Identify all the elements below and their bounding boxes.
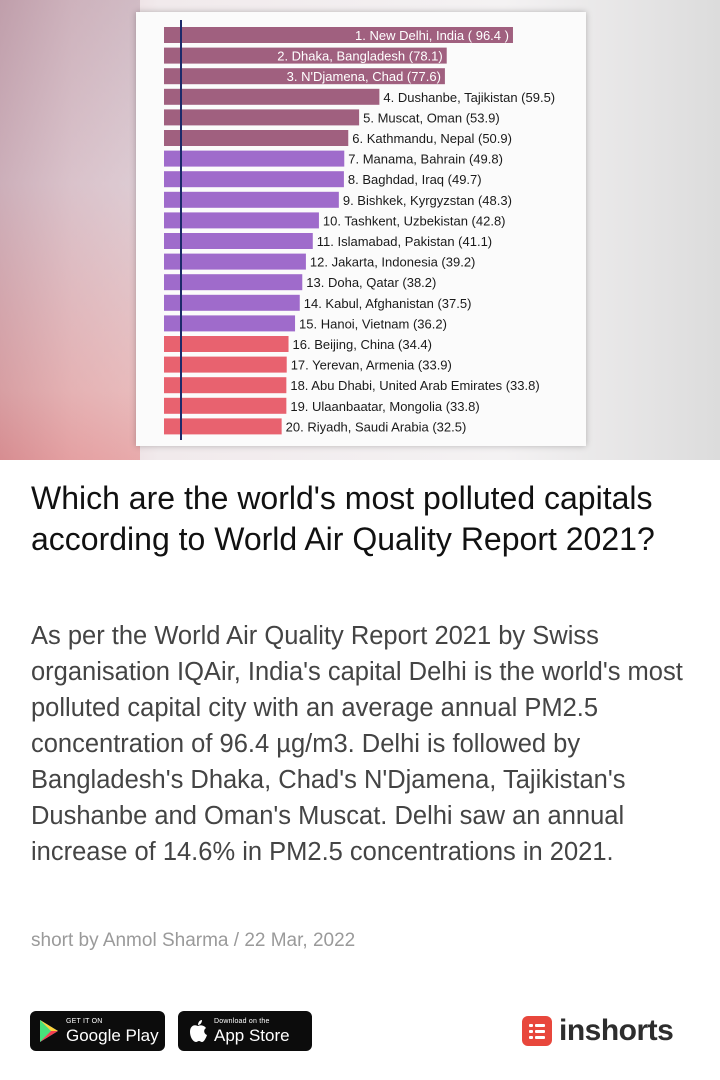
bar-label-20: 20. Riyadh, Saudi Arabia (32.5) [286, 419, 467, 434]
inshorts-logo-icon [522, 1016, 552, 1046]
bar-label-3: 3. N'Djamena, Chad (77.6) [287, 69, 441, 84]
bar-label-7: 7. Manama, Bahrain (49.8) [348, 152, 503, 167]
bar-label-2: 2. Dhaka, Bangladesh (78.1) [277, 49, 443, 64]
bar-11 [164, 233, 313, 249]
image-blur-background [0, 0, 140, 460]
bar-5 [164, 109, 360, 126]
bar-20 [164, 418, 282, 435]
bar-10 [164, 212, 319, 229]
bar-label-1: 1. New Delhi, India ( 96.4 ) [355, 28, 509, 43]
article-byline[interactable]: short by Anmol Sharma / 22 Mar, 2022 [31, 930, 356, 951]
play-store-icon [40, 1020, 58, 1042]
app-store-label: App Store [214, 1026, 290, 1045]
bar-6 [164, 130, 349, 146]
bar-label-10: 10. Tashkent, Uzbekistan (42.8) [323, 213, 506, 228]
bar-chart: 1. New Delhi, India ( 96.4 ) 2. Dhaka, Ba… [164, 20, 555, 440]
bar-17 [164, 356, 287, 373]
bar-14 [164, 294, 300, 311]
bar-8 [164, 171, 344, 188]
app-store-button[interactable]: Download on the App Store [178, 1011, 312, 1051]
bar-label-5: 5. Muscat, Oman (53.9) [363, 110, 500, 125]
bar-19 [164, 397, 287, 414]
bar-label-11: 11. Islamabad, Pakistan (41.1) [317, 234, 492, 249]
bar-15 [164, 315, 296, 332]
bar-label-13: 13. Doha, Qatar (38.2) [306, 275, 436, 290]
bar-1 [164, 27, 513, 43]
inshorts-brand[interactable]: inshorts [522, 1014, 674, 1048]
google-play-button[interactable]: GET IT ON Google Play [30, 1011, 165, 1051]
bar-label-12: 12. Jakarta, Indonesia (39.2) [310, 255, 476, 270]
bar-9 [164, 191, 339, 208]
bar-label-15: 15. Hanoi, Vietnam (36.2) [299, 316, 447, 331]
app-store-small-label: Download on the [214, 1018, 270, 1025]
apple-icon [190, 1020, 207, 1042]
bar-label-8: 8. Baghdad, Iraq (49.7) [348, 172, 482, 187]
bar-label-9: 9. Bishkek, Kyrgyzstan (48.3) [343, 193, 512, 208]
bar-label-18: 18. Abu Dhabi, United Arab Emirates (33.… [290, 378, 539, 393]
bar-12 [164, 253, 306, 270]
bar-label-16: 16. Beijing, China (34.4) [293, 337, 432, 352]
bar-3 [164, 68, 445, 85]
article-image: 1. New Delhi, India ( 96.4 ) 2. Dhaka, Ba… [0, 0, 720, 460]
google-play-small-label: GET IT ON [66, 1018, 103, 1025]
inshorts-wordmark: inshorts [559, 1014, 674, 1047]
bar-18 [164, 377, 287, 394]
article-headline: Which are the world's most polluted capi… [31, 480, 655, 557]
google-play-label: Google Play [66, 1026, 159, 1045]
bar-label-17: 17. Yerevan, Armenia (33.9) [291, 358, 452, 373]
bar-16 [164, 336, 289, 352]
bar-label-14: 14. Kabul, Afghanistan (37.5) [304, 296, 472, 311]
bar-label-4: 4. Dushanbe, Tajikistan (59.5) [383, 90, 555, 105]
chart-card: 1. New Delhi, India ( 96.4 ) 2. Dhaka, Ba… [136, 12, 586, 446]
article-body: As per the World Air Quality Report 2021… [31, 622, 683, 866]
bar-7 [164, 150, 345, 167]
bar-13 [164, 274, 303, 291]
bar-label-19: 19. Ulaanbaatar, Mongolia (33.8) [290, 399, 479, 414]
bar-2 [164, 47, 447, 64]
bar-label-6: 6. Kathmandu, Nepal (50.9) [352, 131, 512, 146]
bar-4 [164, 88, 380, 105]
